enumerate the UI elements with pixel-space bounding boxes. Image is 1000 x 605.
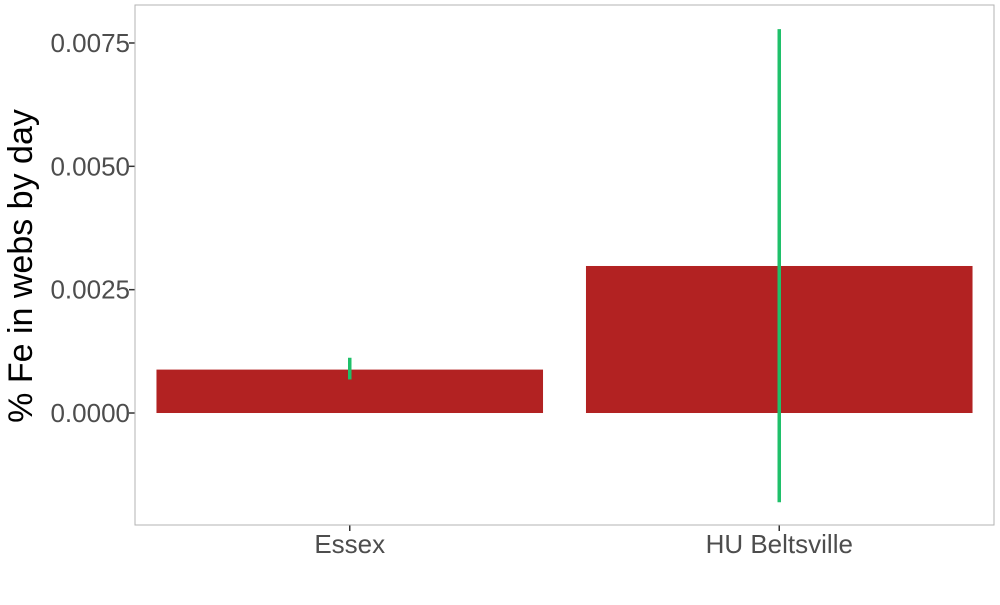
x-tick-label: HU Beltsville [706,529,853,559]
tick-layer [129,42,780,531]
y-axis-title: % Fe in webs by day [2,109,40,423]
tick-label-layer: 0.0000 0.0025 0.0050 0.0075 Essex HU Beltsvil… [50,28,852,559]
y-tick-label: 0.0075 [50,28,130,58]
panel-border [134,4,995,526]
error-bar-layer [348,29,781,503]
y-tick-label: 0.0025 [50,275,130,305]
y-tick-label: 0.0050 [50,151,130,181]
bar-layer [156,265,973,414]
y-tick-label: 0.0000 [50,398,130,428]
x-tick-label: Essex [314,529,385,559]
